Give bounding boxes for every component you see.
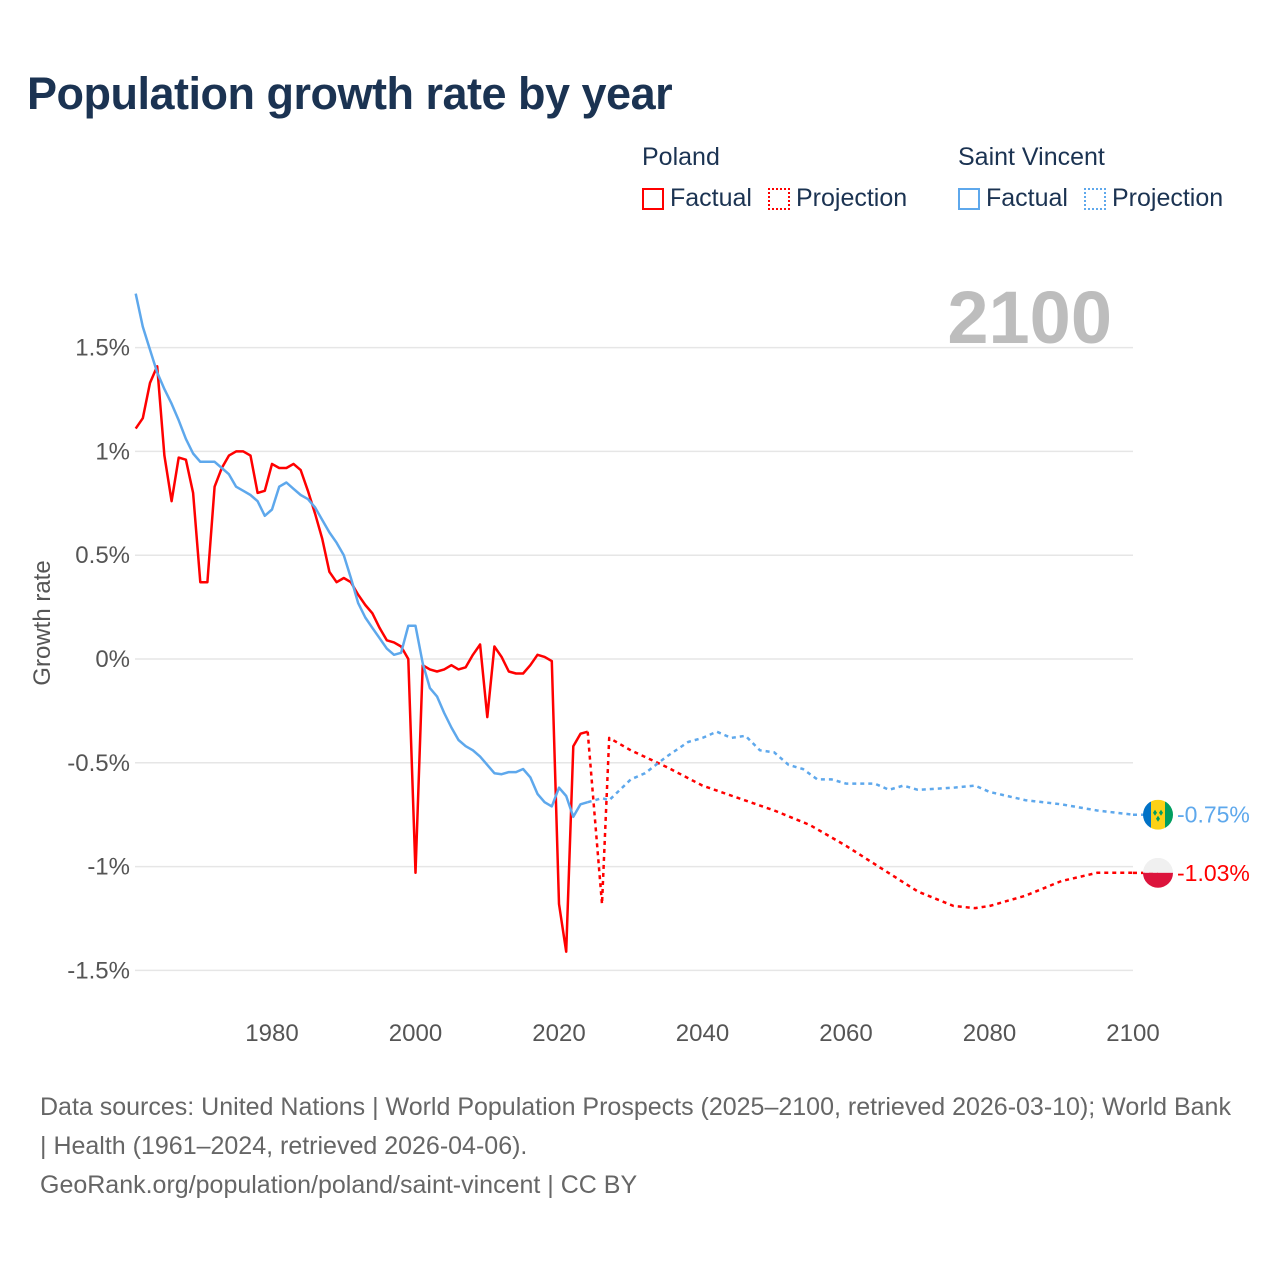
end-value-label: -1.03% <box>1177 860 1250 886</box>
y-tick-label: 0.5% <box>75 542 130 569</box>
legend-group-title: Saint Vincent <box>958 143 1105 171</box>
legend-swatch-solid <box>958 187 980 210</box>
legend-swatch-dotted <box>1083 187 1106 210</box>
legend-label: Projection <box>795 184 908 212</box>
x-tick-label: 2060 <box>819 1020 872 1047</box>
end-value-label: -0.75% <box>1177 802 1250 828</box>
source-link[interactable]: GeoRank.org/population/poland/saint-vinc… <box>40 1171 638 1199</box>
x-tick-label: 1980 <box>245 1020 298 1047</box>
y-tick-label: -1.5% <box>67 957 130 984</box>
saint-vincent-projection-line <box>587 730 1134 816</box>
legend-saint-vincent-projection[interactable]: Projection <box>1083 184 1224 213</box>
legend-swatch-solid <box>642 187 664 210</box>
y-tick-label: 1.5% <box>75 335 130 362</box>
legend-saint-vincent: Saint Vincent Factual Projection <box>958 143 1223 213</box>
y-tick-label: -0.5% <box>67 750 130 777</box>
year-display: 2100 <box>947 276 1112 359</box>
poland-flag-icon <box>1143 857 1173 888</box>
y-tick-label: 1% <box>95 438 130 465</box>
legend-label: Factual <box>670 184 752 212</box>
poland-factual-line <box>134 365 589 953</box>
legend-swatch-dotted <box>767 187 790 210</box>
y-axis-label: Growth rate <box>29 560 56 685</box>
x-tick-label: 2100 <box>1106 1020 1159 1047</box>
x-tick-label: 2000 <box>389 1020 442 1047</box>
legend-poland-factual[interactable]: Factual <box>642 184 752 213</box>
y-tick-label: 0% <box>95 646 130 673</box>
y-tick-label: -1% <box>87 854 130 881</box>
footer: Data sources: United Nations | World Pop… <box>40 1088 1240 1205</box>
chart-title: Population growth rate by year <box>27 68 673 119</box>
legend-label: Projection <box>1111 184 1224 212</box>
legend-poland-projection[interactable]: Projection <box>767 184 908 213</box>
x-tick-label: 2080 <box>963 1020 1016 1047</box>
saint-vincent-factual-line <box>134 293 589 819</box>
poland-projection-line <box>586 731 1133 910</box>
legend-poland: Poland Factual Projection <box>642 143 907 213</box>
data-sources: Data sources: United Nations | World Pop… <box>40 1093 1231 1160</box>
x-tick-label: 2020 <box>532 1020 585 1047</box>
legend-label: Factual <box>986 184 1068 212</box>
x-tick-label: 2040 <box>676 1020 729 1047</box>
saint-vincent-flag-icon <box>1143 799 1173 830</box>
legend-saint-vincent-factual[interactable]: Factual <box>958 184 1068 213</box>
legend-group-title: Poland <box>642 143 720 171</box>
